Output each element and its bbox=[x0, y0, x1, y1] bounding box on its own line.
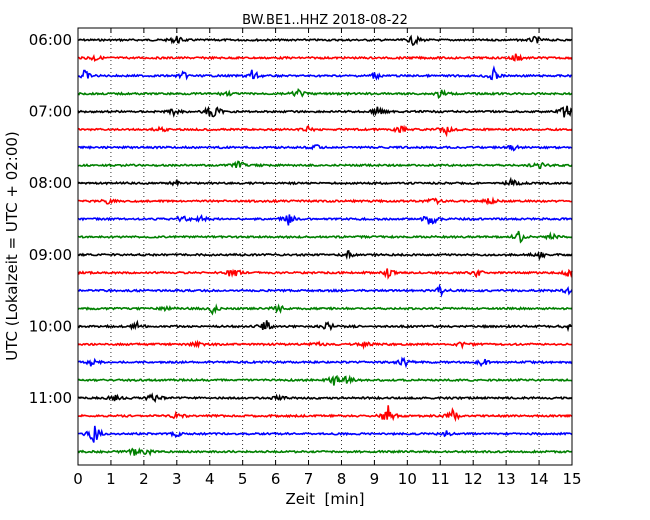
seismic-trace bbox=[78, 425, 573, 443]
x-tick-label: 11 bbox=[431, 470, 450, 488]
seismic-trace bbox=[77, 105, 573, 118]
seismic-trace bbox=[77, 283, 573, 298]
seismic-trace bbox=[77, 176, 573, 188]
x-tick-label: 6 bbox=[271, 470, 281, 488]
y-tick-label: 08:00 bbox=[29, 174, 72, 192]
x-tick-label: 12 bbox=[464, 470, 483, 488]
y-tick-label: 07:00 bbox=[29, 103, 72, 121]
y-tick-label: 10:00 bbox=[29, 317, 72, 335]
seismic-trace bbox=[77, 160, 573, 170]
seismic-trace bbox=[77, 447, 573, 457]
plot-frame bbox=[77, 27, 573, 466]
seismic-trace bbox=[77, 65, 573, 81]
x-tick-label: 1 bbox=[106, 470, 116, 488]
seismic-trace bbox=[77, 34, 573, 47]
chart-title: BW.BE1..HHZ 2018-08-22 bbox=[242, 13, 408, 28]
seismic-trace bbox=[77, 374, 573, 386]
seismic-trace bbox=[77, 53, 573, 62]
seismic-trace bbox=[77, 213, 573, 226]
x-tick-label: 4 bbox=[205, 470, 215, 488]
x-tick-label: 13 bbox=[497, 470, 516, 488]
seismic-trace bbox=[77, 268, 573, 280]
seismic-trace bbox=[77, 319, 573, 333]
x-tick-label: 2 bbox=[139, 470, 149, 488]
x-axis: 0 1 2 3 4 5 6 7 8 9 10 11 12 13 14 15 bbox=[73, 28, 582, 488]
seismic-trace bbox=[77, 392, 573, 403]
seismic-trace bbox=[77, 339, 573, 351]
y-axis: 06:00 07:00 08:00 09:00 10:00 11:00 bbox=[29, 31, 572, 407]
y-tick-label: 06:00 bbox=[29, 31, 72, 49]
y-tick-label: 09:00 bbox=[29, 246, 72, 264]
seismic-trace bbox=[77, 230, 573, 244]
x-tick-label: 7 bbox=[304, 470, 314, 488]
seismic-trace bbox=[77, 88, 573, 100]
x-tick-label: 14 bbox=[530, 470, 549, 488]
seismic-trace bbox=[77, 356, 573, 369]
x-tick-label: 3 bbox=[172, 470, 182, 488]
x-tick-label: 5 bbox=[238, 470, 248, 488]
grid-lines bbox=[110, 28, 540, 465]
seismic-trace bbox=[77, 303, 573, 316]
x-tick-label: 9 bbox=[370, 470, 380, 488]
seismic-trace bbox=[77, 250, 573, 261]
x-tick-label: 0 bbox=[73, 470, 83, 488]
seismic-trace bbox=[77, 124, 573, 138]
y-axis-label: UTC (Lokalzeit = UTC + 02:00) bbox=[3, 131, 21, 361]
seismic-trace bbox=[78, 196, 573, 206]
seismic-trace bbox=[77, 405, 573, 423]
seismic-trace bbox=[77, 144, 573, 152]
y-tick-label: 11:00 bbox=[29, 389, 72, 407]
x-tick-label: 15 bbox=[562, 470, 581, 488]
x-tick-label: 8 bbox=[337, 470, 347, 488]
trace-group bbox=[77, 34, 573, 457]
x-tick-label: 10 bbox=[398, 470, 417, 488]
x-axis-label: Zeit [min] bbox=[285, 490, 364, 508]
